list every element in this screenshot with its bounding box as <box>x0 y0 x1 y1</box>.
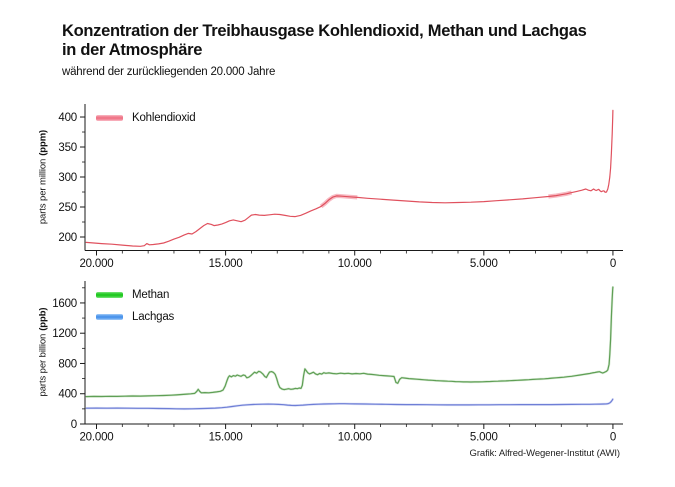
y-tick-label: 800 <box>58 358 77 370</box>
legend-methan: Methan <box>96 289 169 301</box>
lachgas-swatch <box>96 314 123 320</box>
legend-lachgas: Lachgas <box>96 311 174 323</box>
title-line-1: Konzentration der Treibhausgase Kohlendi… <box>62 22 587 40</box>
x-tick-label: 20.000 <box>79 432 113 444</box>
methan-legend-label: Methan <box>132 289 170 301</box>
x-tick-label: 5.000 <box>470 432 498 444</box>
chart-1: 20.000 15.000 10.000 5.000 0 200 250 300 350 400 <box>58 104 623 270</box>
y-axis-title-ppb-text: parts per billion <box>37 333 49 397</box>
title-block: Konzentration der Treibhausgase Kohlendi… <box>62 22 587 78</box>
legend-kohlendioxid: Kohlendioxid <box>96 112 196 124</box>
y-axis-unit-ppb: (ppb) <box>37 307 49 331</box>
y-tick-label: 1200 <box>52 328 77 340</box>
x-tick-label: 5.000 <box>470 258 498 270</box>
y-tick-label: 0 <box>71 419 77 431</box>
methan-swatch <box>96 292 123 298</box>
y-axis-title-ppm-text: parts per million <box>37 158 49 225</box>
y-tick-label: 400 <box>58 389 77 401</box>
y-tick-label: 400 <box>58 112 77 124</box>
x-tick-label: 10.000 <box>338 258 372 270</box>
y-tick-label: 300 <box>58 172 77 184</box>
y-tick-label: 250 <box>58 202 77 214</box>
y-axis-unit-ppm: (ppm) <box>37 129 49 156</box>
kohlendioxid-swatch <box>96 115 123 121</box>
x-tick-label: 15.000 <box>209 258 243 270</box>
y-axis-title-ppm: parts per million (ppm) <box>38 130 49 224</box>
methan-uncertainty-band <box>86 286 615 398</box>
x-tick-label: 15.000 <box>209 432 243 444</box>
lachgas-legend-label: Lachgas <box>132 311 175 323</box>
methan-line <box>85 286 614 398</box>
page-title: Konzentration der Treibhausgase Kohlendi… <box>62 22 587 60</box>
y-axis-title-ppb: parts per billion (ppb) <box>38 308 49 397</box>
chart-2: 20.000 15.000 10.000 5.000 0 0 400 800 1200 1600 <box>52 281 623 444</box>
x-tick-label: 0 <box>610 432 616 444</box>
lachgas-line <box>85 398 614 410</box>
x-tick-label: 20.000 <box>79 258 113 270</box>
x-tick-label: 10.000 <box>338 432 372 444</box>
kohlendioxid-legend-label: Kohlendioxid <box>132 112 196 124</box>
kohlendioxid-line <box>85 109 614 247</box>
y-tick-label: 350 <box>58 142 77 154</box>
y-tick-label: 200 <box>58 232 77 244</box>
title-line-2: in der Atmosphäre <box>62 41 203 59</box>
x-tick-label: 0 <box>610 258 616 270</box>
y-tick-label: 1600 <box>52 298 77 310</box>
credit-line: Grafik: Alfred-Wegener-Institut (AWI) <box>469 448 621 459</box>
page-subtitle: während der zurückliegenden 20.000 Jahre <box>62 66 276 78</box>
